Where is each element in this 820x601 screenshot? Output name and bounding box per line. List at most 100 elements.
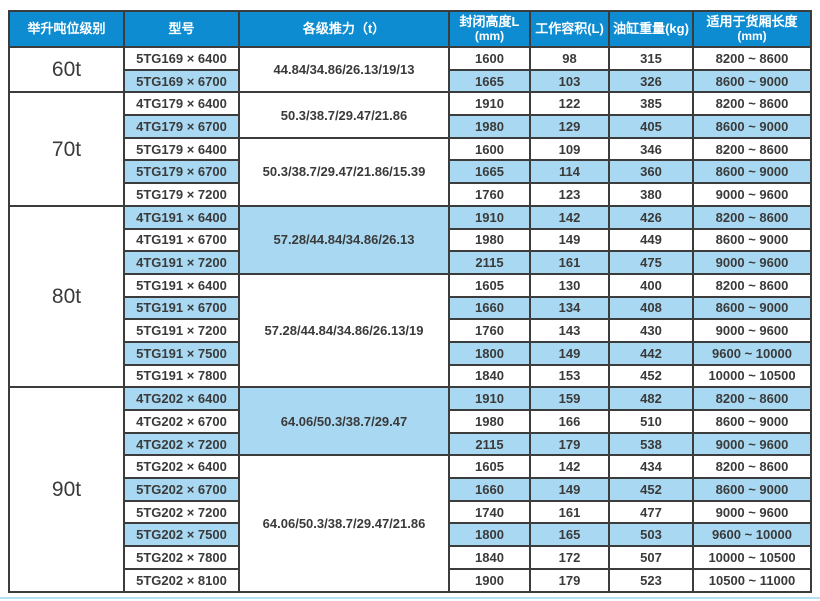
closed-height-cell: 1605 — [448, 454, 531, 480]
box-length-cell: 8200 ~ 8600 — [692, 386, 812, 411]
working-volume-cell: 114 — [529, 159, 610, 185]
spec-table-body: 60t 5TG169 × 6400 44.84/34.86/26.13/19/13 1… — [8, 45, 812, 593]
closed-height-cell: 2115 — [448, 250, 531, 275]
weight-cell: 426 — [608, 204, 694, 230]
closed-height-cell: 1760 — [448, 318, 531, 343]
spec-table-header: 举升吨位级别 型号 各级推力（t） 封闭高度L (mm) 工作容积(L) 油缸重量… — [8, 10, 812, 48]
header-unit: (mm) — [737, 28, 767, 43]
working-volume-cell: 149 — [529, 227, 610, 253]
bottom-accent-line — [0, 597, 820, 599]
thrust-cell: 44.84/34.86/26.13/19/13 — [238, 45, 450, 94]
box-length-cell: 9000 ~ 9600 — [692, 499, 812, 525]
weight-cell: 405 — [608, 114, 694, 139]
model-cell: 4TG202 × 6400 — [123, 386, 240, 411]
table-row: 4TG191 × 7200 2115 161 475 9000 ~ 9600 — [9, 250, 812, 275]
box-length-cell: 9600 ~ 10000 — [692, 522, 812, 548]
model-cell: 4TG202 × 6700 — [123, 409, 240, 434]
closed-height-cell: 1910 — [448, 91, 531, 117]
working-volume-cell: 123 — [529, 182, 610, 207]
working-volume-cell: 179 — [529, 567, 610, 593]
box-length-cell: 8600 ~ 9000 — [692, 159, 812, 185]
closed-height-cell: 1800 — [448, 522, 531, 548]
header-cell-model: 型号 — [123, 10, 240, 48]
working-volume-cell: 130 — [529, 272, 610, 298]
model-cell: 4TG191 × 6400 — [123, 204, 240, 230]
model-cell: 4TG202 × 7200 — [123, 431, 240, 457]
table-row: 80t 4TG191 × 6400 57.28/44.84/34.86/26.13 1… — [8, 204, 812, 389]
table-row: 5TG191 × 6400 57.28/44.84/34.86/26.13/19 1… — [9, 272, 812, 389]
closed-height-cell: 1740 — [448, 499, 531, 525]
box-length-cell: 8600 ~ 9000 — [692, 409, 812, 434]
tonnage-cell: 60t — [8, 45, 125, 94]
box-length-cell: 10000 ~ 10500 — [692, 363, 812, 389]
closed-height-cell: 1665 — [448, 159, 531, 185]
model-cell: 5TG191 × 7800 — [123, 363, 240, 389]
model-cell: 5TG169 × 6700 — [123, 68, 240, 94]
closed-height-cell: 2115 — [448, 431, 531, 457]
model-cell: 5TG191 × 7500 — [123, 340, 240, 366]
box-length-cell: 8200 ~ 8600 — [692, 204, 812, 230]
working-volume-cell: 109 — [529, 136, 610, 162]
header-label: 各级推力（t） — [302, 20, 386, 36]
closed-height-cell: 1980 — [448, 409, 531, 434]
weight-cell: 360 — [608, 159, 694, 185]
weight-cell: 408 — [608, 295, 694, 321]
model-cell: 5TG179 × 6700 — [123, 159, 240, 185]
weight-cell: 475 — [608, 250, 694, 275]
working-volume-cell: 179 — [529, 431, 610, 457]
table-row: 5TG169 × 6700 1665 103 326 8600 ~ 9000 — [9, 68, 812, 94]
closed-height-cell: 1760 — [448, 182, 531, 207]
model-cell: 5TG179 × 6400 — [123, 136, 240, 162]
working-volume-cell: 153 — [529, 363, 610, 389]
weight-cell: 380 — [608, 182, 694, 207]
header-label: 工作容积(L) — [535, 20, 604, 36]
working-volume-cell: 172 — [529, 545, 610, 570]
weight-cell: 430 — [608, 318, 694, 343]
box-length-cell: 8600 ~ 9000 — [692, 295, 812, 321]
closed-height-cell: 1840 — [448, 545, 531, 570]
model-cell: 4TG191 × 7200 — [123, 250, 240, 275]
thrust-cell: 57.28/44.84/34.86/26.13 — [238, 204, 450, 275]
model-cell: 5TG169 × 6400 — [123, 46, 240, 71]
table-row: 90t 4TG202 × 6400 64.06/50.3/38.7/29.47 191… — [8, 386, 812, 593]
table-row: 5TG202 × 6700 1660 149 452 8600 ~ 9000 — [9, 477, 812, 502]
weight-cell: 400 — [608, 272, 694, 298]
box-length-cell: 9600 ~ 10000 — [692, 340, 812, 366]
table-row: 5TG202 × 7200 1740 161 477 9000 ~ 9600 — [9, 499, 812, 525]
weight-cell: 385 — [608, 91, 694, 117]
box-length-cell: 9000 ~ 9600 — [692, 431, 812, 457]
table-row: 4TG191 × 6700 1980 149 449 8600 ~ 9000 — [9, 227, 812, 253]
working-volume-cell: 142 — [529, 454, 610, 480]
working-volume-cell: 142 — [529, 204, 610, 230]
weight-cell: 510 — [608, 409, 694, 434]
table-row: 5TG191 × 7500 1800 149 442 9600 ~ 10000 — [9, 340, 812, 366]
closed-height-cell: 1840 — [448, 363, 531, 389]
table-row: 4TG202 × 6700 1980 166 510 8600 ~ 9000 — [9, 409, 812, 434]
header-cell-tonnage: 举升吨位级别 — [8, 10, 125, 48]
table-row: 5TG179 × 6700 1665 114 360 8600 ~ 9000 — [9, 159, 812, 185]
header-cell-working-volume: 工作容积(L) — [529, 10, 610, 48]
box-length-cell: 8600 ~ 9000 — [692, 477, 812, 502]
closed-height-cell: 1800 — [448, 340, 531, 366]
model-cell: 5TG191 × 7200 — [123, 318, 240, 343]
box-length-cell: 8200 ~ 8600 — [692, 91, 812, 117]
thrust-cell: 50.3/38.7/29.47/21.86/15.39 — [238, 136, 450, 207]
header-cell-closed-height: 封闭高度L (mm) — [448, 10, 531, 48]
weight-cell: 315 — [608, 46, 694, 71]
closed-height-cell: 1660 — [448, 477, 531, 502]
header-cell-weight: 油缸重量(kg) — [608, 10, 694, 48]
tonnage-cell: 90t — [8, 386, 125, 593]
closed-height-cell: 1600 — [448, 46, 531, 71]
closed-height-cell: 1660 — [448, 295, 531, 321]
working-volume-cell: 159 — [529, 386, 610, 411]
table-row: 5TG191 × 7200 1760 143 430 9000 ~ 9600 — [9, 318, 812, 343]
table-row: 5TG179 × 7200 1760 123 380 9000 ~ 9600 — [9, 182, 812, 207]
box-length-cell: 9000 ~ 9600 — [692, 250, 812, 275]
box-length-cell: 8200 ~ 8600 — [692, 46, 812, 71]
working-volume-cell: 134 — [529, 295, 610, 321]
working-volume-cell: 98 — [529, 46, 610, 71]
table-row: 5TG202 × 7500 1800 165 503 9600 ~ 10000 — [9, 522, 812, 548]
weight-cell: 442 — [608, 340, 694, 366]
header-label: 封闭高度L — [459, 13, 520, 29]
model-cell: 5TG202 × 6400 — [123, 454, 240, 480]
